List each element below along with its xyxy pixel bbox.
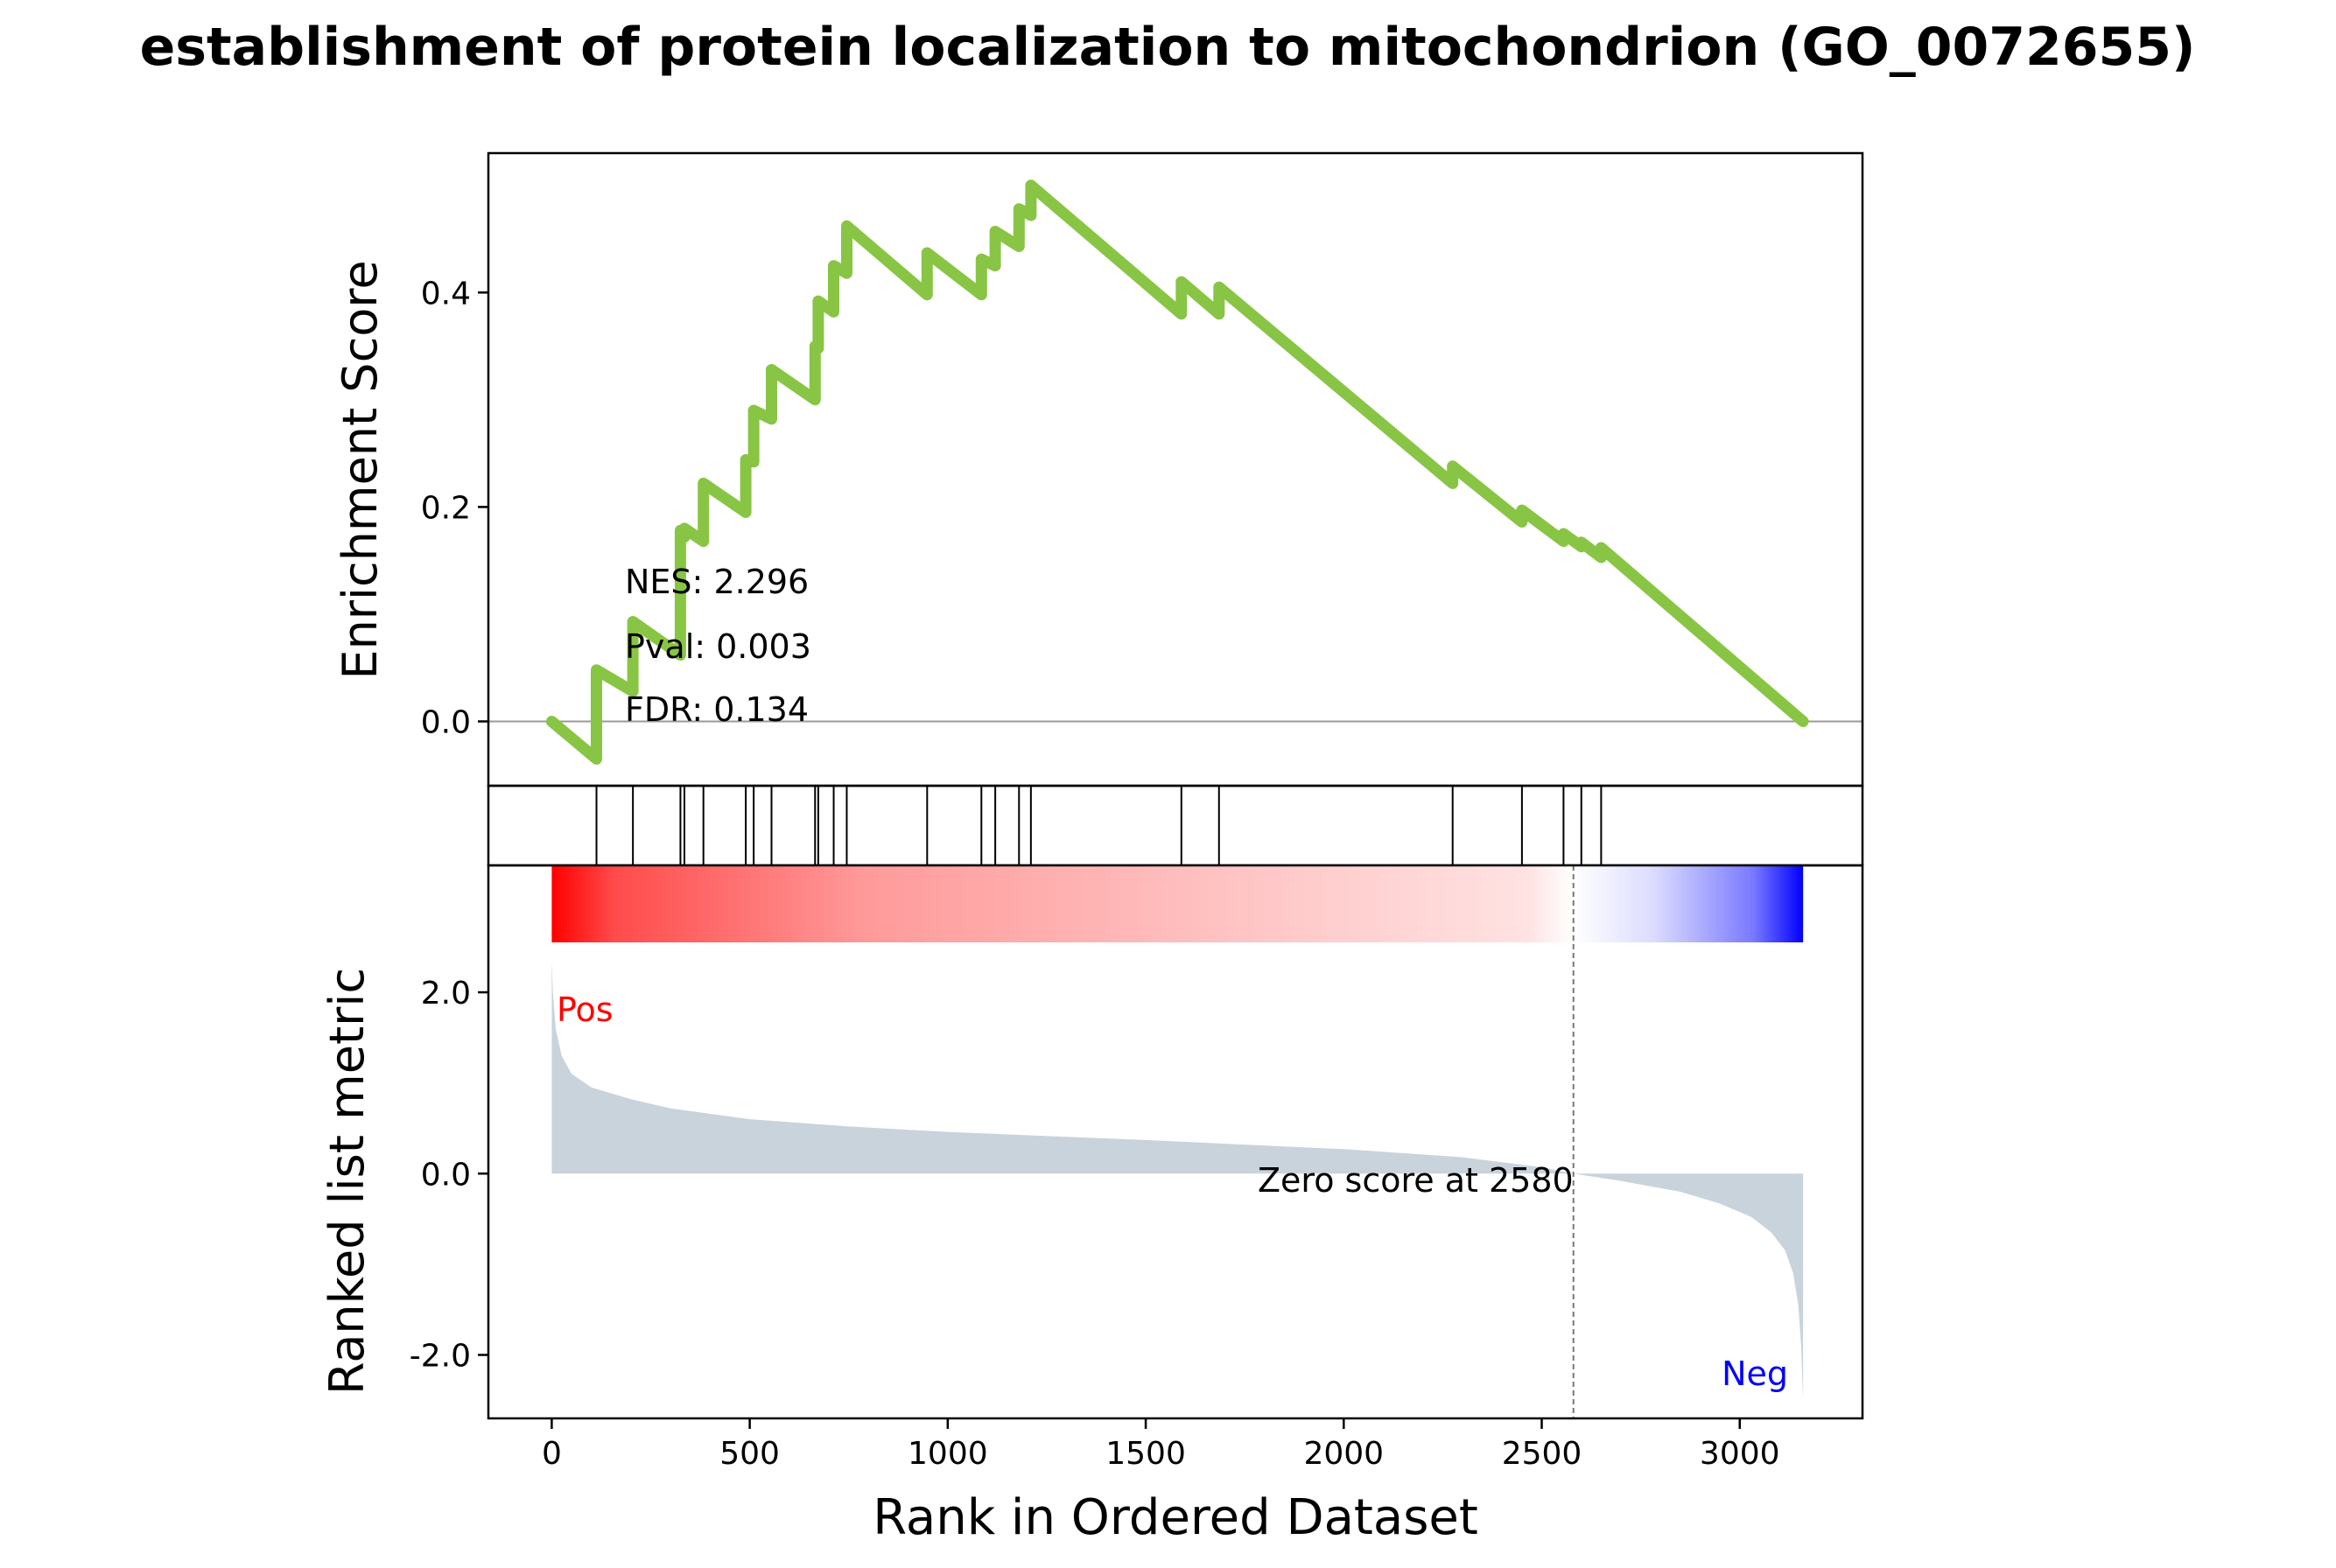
hits-panel [487,784,1864,867]
pos-label: Pos [557,990,614,1029]
ranked-metric-panel: Zero score at 2580 Pos Neg 2.0 0.0 -2.0 Ra… [319,864,1864,1420]
hit-lines [595,786,1603,865]
es-y-tick-label: 0.0 [421,704,471,740]
x-axis-label: Rank in Ordered Dataset [873,1489,1478,1546]
zero-score-label: Zero score at 2580 [1258,1161,1574,1200]
rank-colorbar [551,865,1804,942]
x-axis: 0 500 1000 1500 2000 2500 3000 [542,1418,1780,1472]
chart-title: establishment of protein localization to… [140,17,2196,78]
es-y-tick-label: 0.4 [421,276,471,312]
nes-annotation: NES: 2.296 [625,563,809,601]
ranked-metric-area [551,960,1804,1401]
es-line [545,179,1809,765]
es-y-axis: 0.0 0.2 0.4 [421,276,488,740]
metric-panel-frame [487,864,1864,1420]
neg-label: Neg [1722,1354,1788,1393]
hits-panel-frame [487,784,1864,867]
pval-annotation: Pval: 0.003 [625,627,811,666]
fdr-annotation: FDR: 0.134 [625,690,809,729]
x-tick-label: 2500 [1502,1436,1582,1472]
enrichment-panel: 0.0 0.2 0.4 NES: 2.296 Pval: 0.003 FDR: 0.… [333,151,1864,788]
x-tick-label: 1000 [908,1436,988,1472]
x-tick-label: 0 [542,1436,562,1472]
metric-y-tick-label: -2.0 [410,1338,471,1374]
x-tick-label: 1500 [1105,1436,1186,1472]
metric-y-tick-label: 2.0 [421,976,471,1012]
es-ylabel: Enrichment Score [333,260,388,679]
metric-ylabel: Ranked list metric [319,968,375,1395]
x-tick-label: 2000 [1303,1436,1384,1472]
x-tick-label: 3000 [1700,1436,1780,1472]
metric-y-tick-label: 0.0 [421,1157,471,1193]
x-tick-label: 500 [719,1436,780,1472]
metric-y-axis: 2.0 0.0 -2.0 [410,976,488,1374]
es-y-tick-label: 0.2 [421,490,471,526]
